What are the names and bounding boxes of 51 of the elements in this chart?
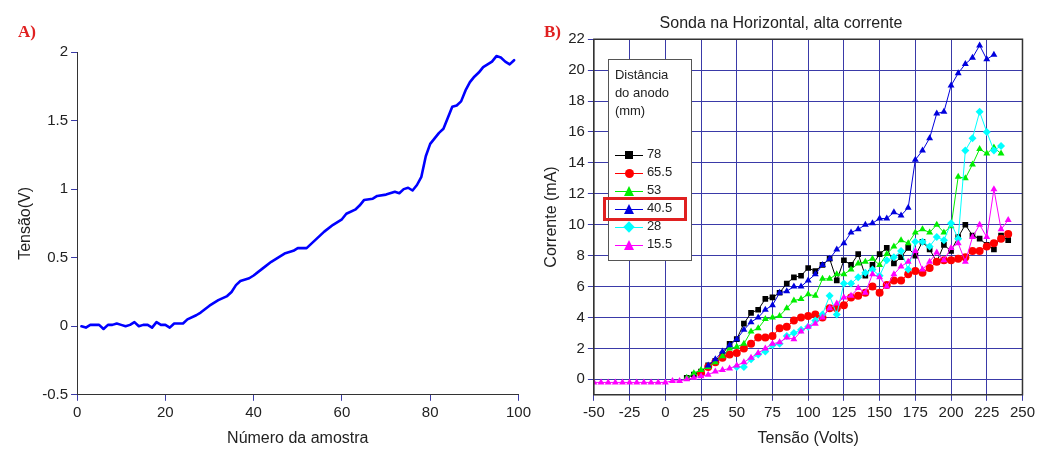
legend-label: 28	[646, 218, 662, 234]
x-tick-label: 200	[938, 402, 964, 420]
x-tick-label: 50	[728, 402, 746, 420]
y-tick-label: 14	[568, 153, 585, 171]
legend-label: 65.5	[646, 164, 673, 180]
x-axis-title: Número da amostra	[227, 428, 369, 446]
y-tick-label: 18	[568, 91, 585, 109]
y-tick-label: -0.5	[42, 384, 69, 402]
y-tick-label: 2	[576, 338, 585, 356]
x-tick-label: 40	[245, 402, 262, 420]
y-tick-label: 0	[576, 369, 585, 387]
x-tick-label: 100	[795, 402, 821, 420]
x-tick-label: 60	[333, 402, 351, 420]
x-tick-label: 125	[831, 402, 857, 420]
x-tick-label: -50	[583, 402, 605, 420]
text: B)	[544, 22, 561, 42]
y-tick-label: 0.5	[47, 247, 69, 265]
x-tick-label: 225	[974, 402, 1000, 420]
x-tick-label: 80	[421, 402, 439, 420]
y-tick-label: 0	[59, 316, 69, 334]
x-tick-label: 150	[867, 402, 893, 420]
x-tick-label: 25	[692, 402, 710, 420]
x-tick-label: 100	[505, 402, 531, 420]
y-tick-label: 10	[568, 214, 585, 232]
y-axis-title: Corrente (mA)	[542, 166, 560, 268]
legend-label: 15.5	[646, 236, 673, 252]
x-tick-label: 20	[156, 402, 174, 420]
x-tick-label: 175	[902, 402, 928, 420]
x-tick-label: -25	[618, 402, 641, 420]
chart-title: Sonda na Horizontal, alta corrente	[659, 14, 903, 32]
x-axis-title: Tensão (Volts)	[757, 428, 859, 446]
y-tick-label: 16	[568, 122, 585, 140]
y-tick-label: 4	[576, 307, 585, 325]
y-axis-title: Tensão(V)	[16, 186, 34, 260]
y-tick-label: 6	[576, 276, 585, 294]
y-tick-label: 22	[568, 29, 585, 47]
x-tick-label: 0	[661, 402, 670, 420]
legend-label: 40.5	[646, 200, 673, 216]
y-tick-label: 20	[568, 60, 585, 78]
text: A)	[18, 22, 36, 42]
y-tick-label: 8	[576, 245, 585, 263]
legend-label: 78	[646, 146, 662, 162]
legend-label: 53	[646, 182, 662, 198]
x-tick-label: 0	[72, 402, 82, 420]
y-tick-label: 12	[568, 183, 585, 201]
y-tick-label: 1	[59, 179, 69, 197]
x-tick-label: 250	[1009, 402, 1035, 420]
x-tick-label: 75	[764, 402, 781, 420]
y-tick-label: 1.5	[47, 110, 69, 128]
y-tick-label: 2	[59, 42, 69, 60]
legend-title: Distância do anodo (mm)	[614, 66, 671, 121]
